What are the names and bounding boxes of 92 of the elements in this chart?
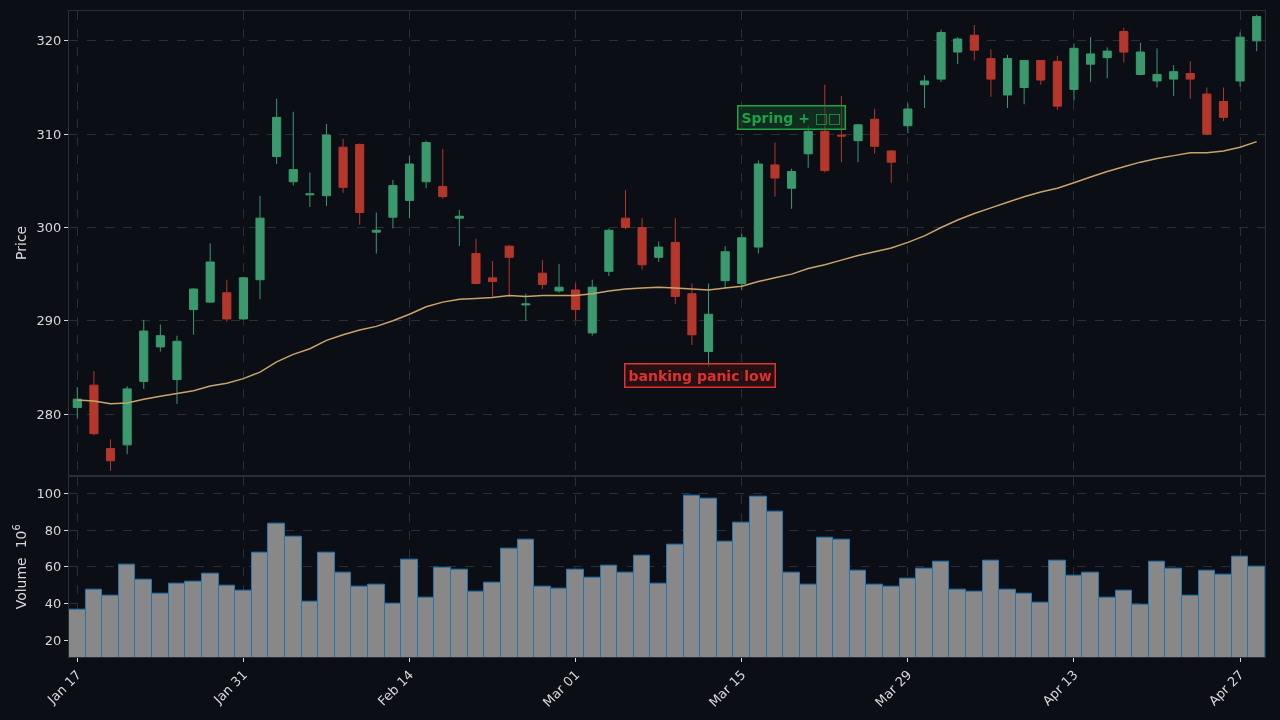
candlestick [222,279,232,323]
candlestick [105,438,116,472]
y-tick-label: 300 [36,220,62,236]
candlestick [471,238,481,285]
annotation: Spring + □□ [741,109,842,126]
candlestick [388,179,398,229]
candlestick [1185,60,1195,100]
y-tick-label: 100 [36,485,62,501]
candlestick [670,217,680,305]
candlestick [338,138,348,194]
candlestick [1002,54,1013,109]
candlestick [986,48,996,98]
candlestick [703,282,714,367]
candlestick [853,123,863,163]
candlestick [1119,27,1129,63]
candlestick [604,227,614,277]
candlestick [255,195,265,300]
candlestick [886,149,896,184]
y-tick-label: 280 [36,406,62,422]
candlestick [1169,64,1179,97]
x-tick-label: Apr 27 [1205,667,1247,709]
candlestick [637,217,647,270]
candlestick [1086,36,1096,83]
y-tick-label: 20 [44,632,62,648]
candlestick [537,259,547,290]
x-tick-label: Mar 15 [705,667,749,710]
annotation: banking panic low [628,367,772,384]
candlestick [620,189,631,230]
candlestick [355,142,365,226]
candlestick [521,293,531,322]
candlestick [272,98,282,165]
candlestick [288,111,298,186]
candlestick [587,279,597,337]
y-tick-label: 80 [44,522,62,538]
x-tick-label: Mar 01 [539,667,583,710]
candlestick [1052,55,1062,111]
x-tick-label: Jan 17 [43,667,85,708]
candlestick [1152,47,1162,89]
x-tick-label: Apr 13 [1039,667,1081,709]
candlestick [438,148,448,200]
candlestick [189,287,199,336]
candlestick [404,155,415,219]
candlestick [305,171,315,208]
candlestick [1202,87,1212,136]
candlestick [903,102,913,134]
y-tick-label: 290 [36,313,62,329]
candlestick [371,212,381,255]
candlestick [1019,59,1029,105]
y-tick-label: 60 [44,559,62,575]
candlestick [554,263,564,294]
candlestick [1252,14,1262,52]
candlestick [737,233,747,291]
x-tick-label: Mar 29 [872,667,915,710]
candlestick [571,282,581,321]
x-tick-label: Feb 14 [374,667,417,709]
candlestick [654,240,664,263]
candlestick [1218,87,1229,122]
y-tick-label: 310 [36,126,62,142]
candlestick [72,386,82,420]
candlestick [89,370,99,437]
candlestick [720,245,730,289]
candlestick [504,244,514,298]
x-tick-label: Jan 31 [210,667,251,708]
candlestick [953,36,963,65]
line-series [76,140,1258,405]
candlestick [787,168,797,210]
candlestick [238,276,248,321]
candlestick [421,140,431,189]
candlestick [803,125,813,169]
candlestick [870,108,880,155]
candlestick [1036,59,1046,86]
candlestick [919,74,930,109]
candlestick [172,335,182,405]
candlestick [205,242,215,304]
candlestick [1135,42,1145,76]
candlestick [753,159,763,255]
candlestick [321,123,332,207]
candlestick [1102,46,1112,79]
y-tick-label: 40 [44,596,62,612]
candlestick [488,260,498,298]
candlestick [770,142,780,198]
candlestick [936,29,946,83]
candlestick [155,324,165,353]
candlestick [454,209,464,247]
candlestick [1069,43,1079,102]
candlestick [139,319,149,390]
candlestick [687,282,697,346]
candlestick [969,24,979,61]
candlestick [1235,31,1245,88]
candlestick [122,385,132,455]
y-axis-title: Price [13,225,30,260]
y-tick-label: 320 [36,33,62,49]
